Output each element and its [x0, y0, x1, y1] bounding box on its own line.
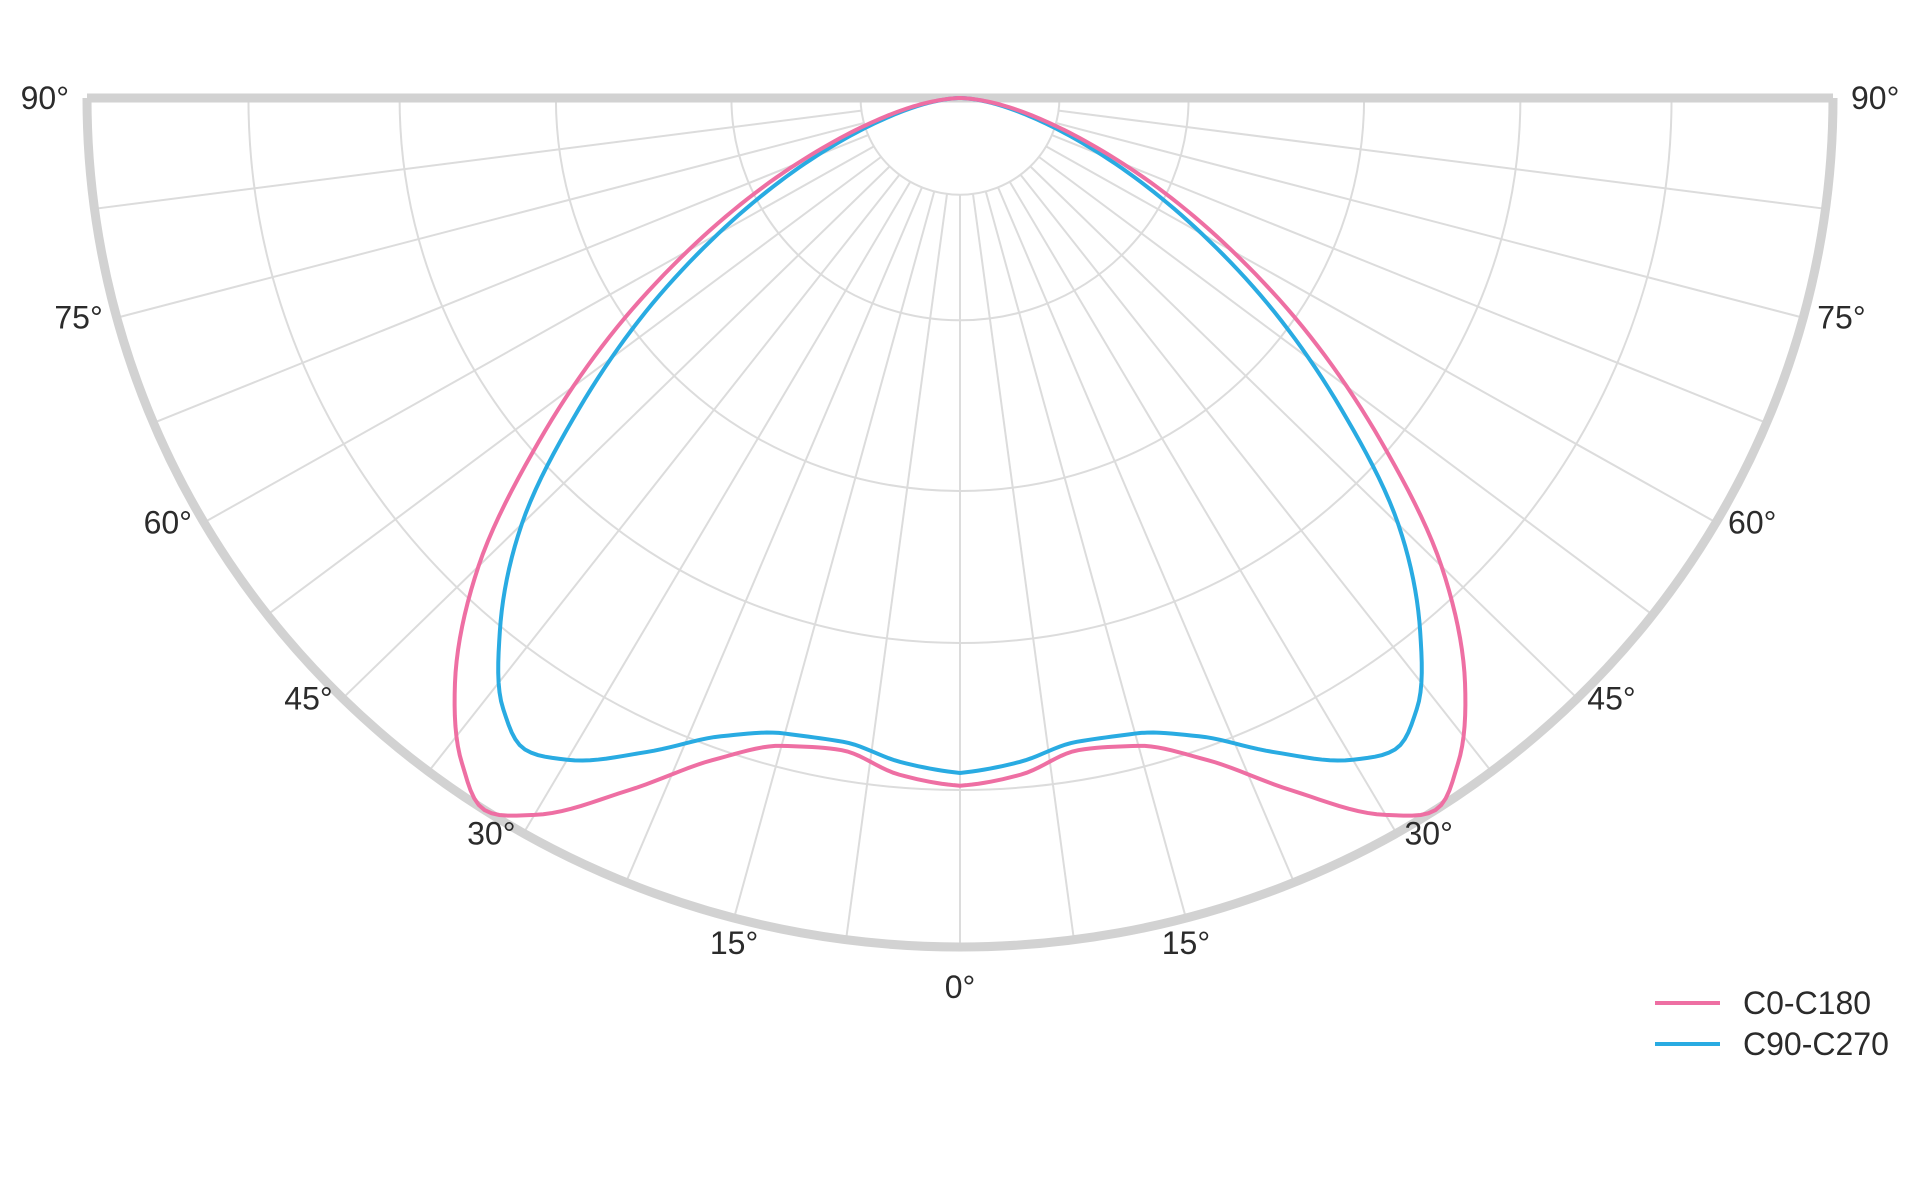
svg-text:60°: 60° [144, 505, 192, 541]
svg-text:45°: 45° [1587, 680, 1635, 716]
svg-text:15°: 15° [710, 925, 758, 961]
svg-text:75°: 75° [54, 300, 102, 336]
svg-text:0°: 0° [945, 969, 976, 1005]
svg-text:C90-C270: C90-C270 [1743, 1026, 1889, 1062]
svg-text:90°: 90° [21, 80, 69, 116]
svg-text:90°: 90° [1851, 80, 1899, 116]
svg-text:15°: 15° [1162, 925, 1210, 961]
svg-text:30°: 30° [1405, 815, 1453, 851]
svg-text:30°: 30° [467, 815, 515, 851]
svg-text:75°: 75° [1817, 300, 1865, 336]
svg-text:60°: 60° [1728, 505, 1776, 541]
svg-text:45°: 45° [284, 680, 332, 716]
svg-text:C0-C180: C0-C180 [1743, 985, 1871, 1021]
